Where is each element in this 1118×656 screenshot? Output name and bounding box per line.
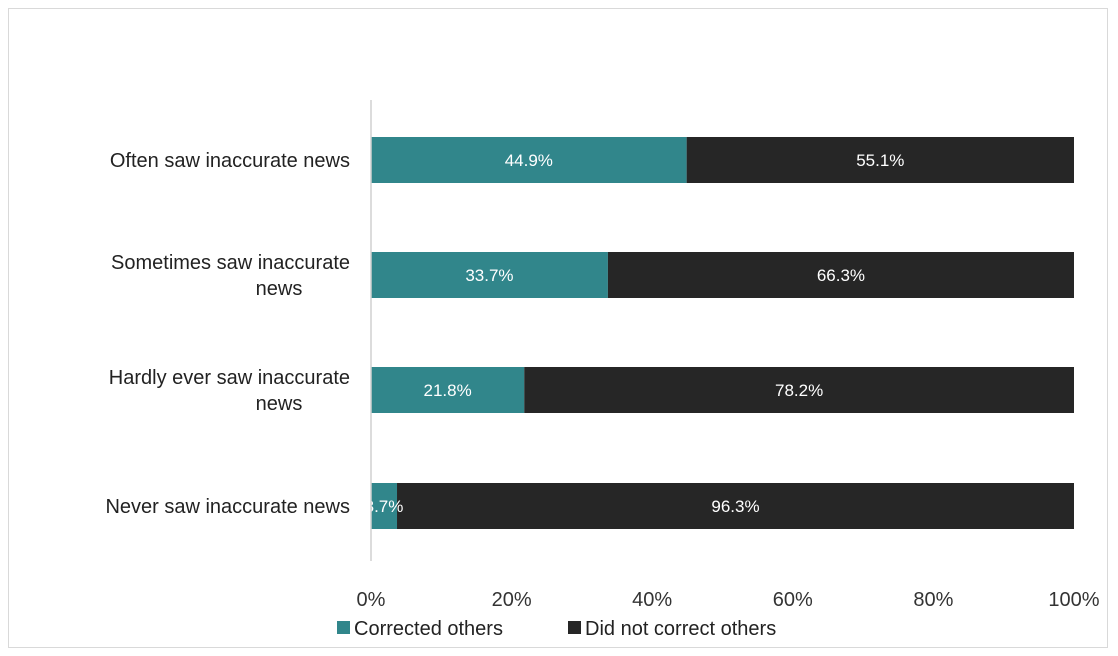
data-label-not-corrected-0: 55.1% xyxy=(856,151,904,170)
bar-not-corrected-3 xyxy=(397,483,1074,529)
data-label-not-corrected-3: 96.3% xyxy=(711,497,759,516)
legend-swatch-not-corrected xyxy=(568,621,581,634)
data-label-corrected-0: 44.9% xyxy=(505,151,553,170)
legend-label-corrected: Corrected others xyxy=(354,618,503,640)
bar-corrected-1 xyxy=(371,252,608,298)
category-labels-layer: Often saw inaccurate news Sometimes saw i… xyxy=(105,150,350,518)
bar-not-corrected-0 xyxy=(686,137,1074,183)
x-tick-label: 80% xyxy=(913,589,953,611)
bar-not-corrected-1 xyxy=(607,252,1074,298)
x-tick-label: 0% xyxy=(357,589,386,611)
legend: Corrected others Did not correct others xyxy=(337,618,776,640)
category-label-2: Hardly ever saw inaccurate news xyxy=(109,367,350,415)
bar-corrected-0 xyxy=(371,137,687,183)
legend-label-not-corrected: Did not correct others xyxy=(585,618,776,640)
data-label-corrected-3: 3.7% xyxy=(365,497,404,516)
data-label-not-corrected-1: 66.3% xyxy=(817,266,865,285)
data-label-not-corrected-2: 78.2% xyxy=(775,381,823,400)
x-tick-label: 40% xyxy=(632,589,672,611)
bar-not-corrected-2 xyxy=(524,367,1074,413)
legend-swatch-corrected xyxy=(337,621,350,634)
data-labels-layer: 44.9% 55.1% 33.7% 66.3% 21.8% 78.2% 3.7% 96.3% xyxy=(365,151,905,516)
bar-corrected-2 xyxy=(371,367,525,413)
x-tick-label: 100% xyxy=(1048,589,1099,611)
category-label-3: Never saw inaccurate news xyxy=(105,496,350,518)
chart-frame xyxy=(8,8,1108,648)
x-tick-label: 60% xyxy=(773,589,813,611)
x-tick-labels-layer: 0% 20% 40% 60% 80% 100% xyxy=(357,589,1100,611)
category-label-1: Sometimes saw inaccurate news xyxy=(111,252,350,300)
bar-corrected-3 xyxy=(371,483,398,529)
data-label-corrected-1: 33.7% xyxy=(465,266,513,285)
category-label-0: Often saw inaccurate news xyxy=(110,150,350,172)
bars-layer xyxy=(371,137,1074,529)
data-label-corrected-2: 21.8% xyxy=(424,381,472,400)
x-tick-label: 20% xyxy=(492,589,532,611)
